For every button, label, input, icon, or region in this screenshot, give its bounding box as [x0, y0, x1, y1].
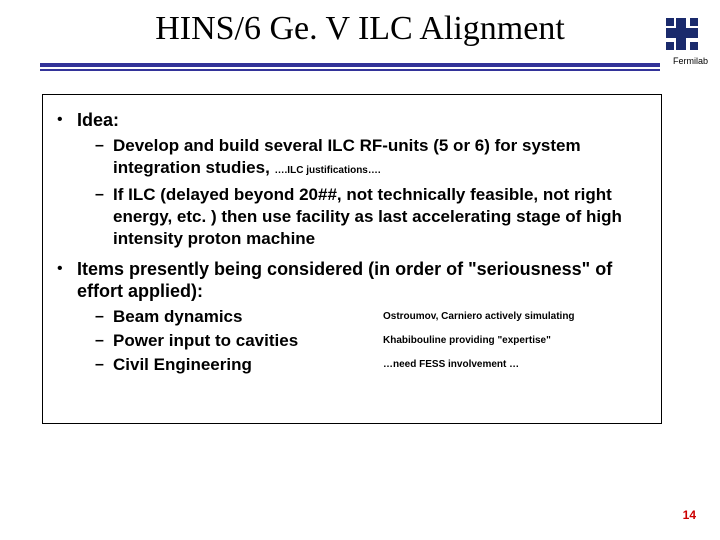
consider-note: Khabibouline providing "expertise" [373, 330, 643, 352]
content-box: • Idea: – Develop and build several ILC … [42, 94, 662, 424]
bullet-dot-icon: • [57, 258, 77, 280]
slide: HINS/6 Ge. V ILC Alignment Fermilab • Id… [0, 0, 720, 540]
list-item: – Civil Engineering …need FESS involveme… [95, 354, 643, 376]
sub-list: – Beam dynamics Ostroumov, Carniero acti… [95, 306, 643, 376]
list-item: • Items presently being considered (in o… [57, 258, 643, 376]
header: HINS/6 Ge. V ILC Alignment Fermilab [0, 0, 720, 78]
title-underline [40, 63, 660, 71]
sub-bullet-text: If ILC (delayed beyond 20##, not technic… [113, 184, 643, 250]
list-item: – If ILC (delayed beyond 20##, not techn… [95, 184, 643, 250]
bullet-label: Items presently being considered (in ord… [77, 258, 643, 302]
page-number: 14 [683, 508, 696, 522]
dash-icon: – [95, 330, 113, 352]
consider-item: Beam dynamics [113, 306, 373, 328]
dash-icon: – [95, 306, 113, 328]
consider-item: Power input to cavities [113, 330, 373, 352]
bullet-list: • Idea: – Develop and build several ILC … [57, 109, 643, 376]
consider-note: Ostroumov, Carniero actively simulating [373, 306, 643, 328]
list-item: – Develop and build several ILC RF-units… [95, 135, 643, 182]
logo-label: Fermilab [673, 56, 708, 66]
sub-bullet-text: Develop and build several ILC RF-units (… [113, 135, 643, 182]
consider-item: Civil Engineering [113, 354, 373, 376]
page-title: HINS/6 Ge. V ILC Alignment [0, 0, 720, 48]
sub-list: – Develop and build several ILC RF-units… [95, 135, 643, 250]
list-item: – Power input to cavities Khabibouline p… [95, 330, 643, 352]
dash-icon: – [95, 135, 113, 157]
list-item: • Idea: – Develop and build several ILC … [57, 109, 643, 250]
dash-icon: – [95, 354, 113, 376]
consider-note: …need FESS involvement … [373, 354, 643, 376]
list-item: – Beam dynamics Ostroumov, Carniero acti… [95, 306, 643, 328]
text-run-small: ….ILC justifications…. [275, 165, 381, 176]
dash-icon: – [95, 184, 113, 206]
fermilab-logo-icon [662, 14, 702, 59]
bullet-dot-icon: • [57, 109, 77, 131]
bullet-label: Idea: [77, 109, 643, 131]
